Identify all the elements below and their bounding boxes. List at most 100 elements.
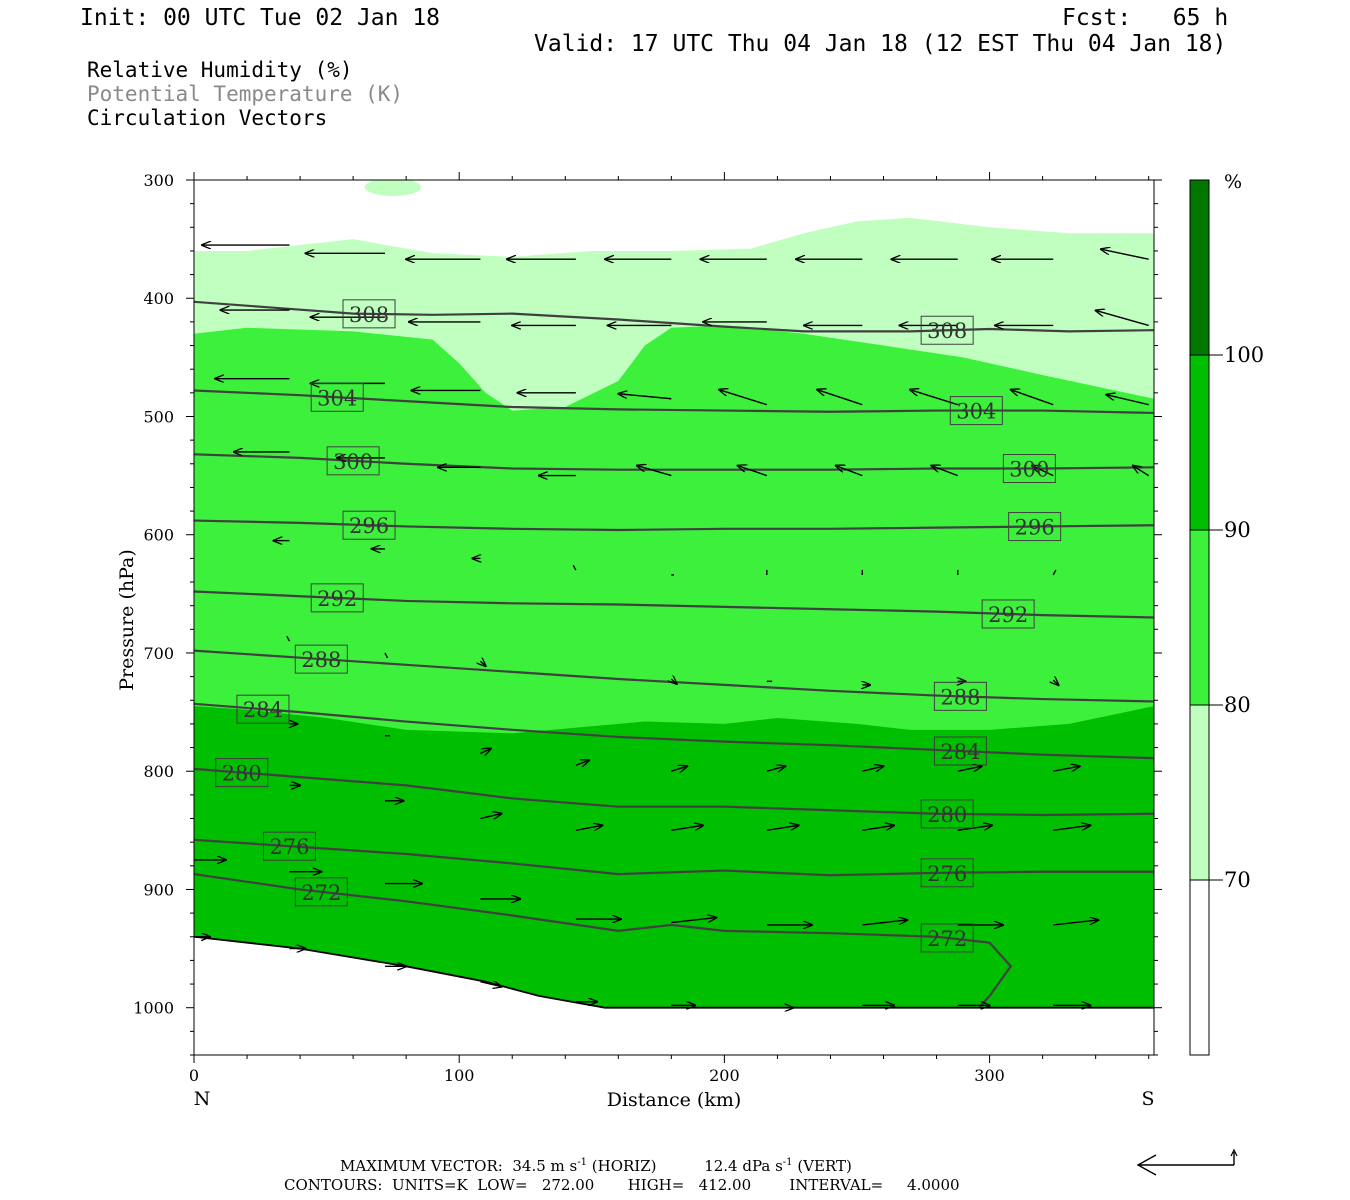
theta-contour-276 <box>194 838 1154 877</box>
circulation-vector <box>575 760 589 765</box>
circulation-vector <box>1106 395 1149 406</box>
circulation-vector <box>671 825 703 832</box>
x-axis-label: Distance (km) <box>607 1089 742 1111</box>
contour-label-292: 292 <box>988 603 1028 627</box>
contour-label-box <box>920 799 974 829</box>
forecast-hour: Fcst: 65 h <box>1062 5 1229 31</box>
x-tick-label: 200 <box>709 1066 740 1085</box>
contour-label-284: 284 <box>940 740 980 764</box>
circulation-vector <box>766 825 799 832</box>
contour-label-box <box>920 858 974 888</box>
max-vector-horiz-value: MAXIMUM VECTOR: 34.5 m s <box>340 1157 578 1175</box>
x-end-label-north: N <box>194 1088 211 1110</box>
theta-contour-292 <box>194 590 1154 619</box>
circulation-vector <box>637 466 672 477</box>
contour-label-box <box>326 446 380 476</box>
circulation-vector <box>957 766 982 771</box>
y-tick-label: 500 <box>143 407 174 426</box>
circulation-vector <box>1053 766 1080 772</box>
theta-contour-272 <box>194 872 1013 1009</box>
x-tick-label: 0 <box>189 1066 199 1085</box>
contour-label-300: 300 <box>1009 458 1049 482</box>
contour-label-272: 272 <box>301 881 341 905</box>
contour-label-300: 300 <box>333 450 373 474</box>
y-tick-label: 600 <box>143 526 174 545</box>
colorbar-segment <box>1189 179 1210 356</box>
contour-label-box <box>215 758 269 788</box>
contour-label-276: 276 <box>927 862 967 886</box>
rh-region-90 <box>194 706 1154 1008</box>
circulation-vector <box>572 564 577 571</box>
contour-label-280: 280 <box>927 803 967 827</box>
x-end-label-south: S <box>1141 1088 1154 1110</box>
theta-contour-280 <box>194 767 1154 817</box>
colorbar-segment <box>1189 354 1210 531</box>
y-axis-label: Pressure (hPa) <box>116 549 138 691</box>
circulation-vector <box>618 394 672 400</box>
circulation-vector <box>957 825 992 832</box>
reference-vector <box>1136 1148 1238 1176</box>
y-tick-label: 900 <box>143 880 174 899</box>
field-label-rh: Relative Humidity (%) <box>87 58 353 82</box>
circulation-vector <box>1053 920 1098 926</box>
contour-label-box <box>310 382 364 412</box>
plot-frame <box>193 179 1155 1056</box>
colorbar-segment <box>1189 704 1210 881</box>
circulation-vector <box>480 814 501 819</box>
circulation-vector <box>862 766 883 771</box>
y-tick-label: 300 <box>143 171 174 190</box>
circulation-vector <box>1032 466 1054 477</box>
y-tick-label: 400 <box>143 289 174 308</box>
colorbar-segment <box>1189 879 1210 1056</box>
contour-label-308: 308 <box>349 303 389 327</box>
colorbar-label: 100 <box>1224 343 1264 367</box>
contour-label-box <box>294 644 348 674</box>
contour-label-box <box>294 877 348 907</box>
max-vector-vert-value: 12.4 dPa s <box>704 1157 783 1175</box>
rh-patch-top <box>364 180 421 197</box>
theta-contour-304 <box>194 389 1154 415</box>
circulation-vector <box>671 918 716 924</box>
circulation-vector <box>1133 466 1150 477</box>
contour-label-box <box>310 583 364 613</box>
contour-label-304: 304 <box>317 386 357 410</box>
contour-label-296: 296 <box>349 514 389 538</box>
y-tick-label: 800 <box>143 762 174 781</box>
vert-label: (VERT) <box>797 1157 852 1175</box>
vert-unit-exponent: -1 <box>782 1157 793 1168</box>
contour-label-308: 308 <box>927 319 967 343</box>
x-tick-label: 100 <box>444 1066 475 1085</box>
y-tick-label: 1000 <box>133 999 174 1018</box>
circulation-vector <box>1101 249 1149 260</box>
circulation-vector <box>817 390 863 406</box>
circulation-vector <box>738 466 768 477</box>
ground-surface <box>194 935 1154 1009</box>
circulation-vector <box>1096 310 1149 327</box>
contour-label-280: 280 <box>222 762 262 786</box>
colorbar-segment <box>1189 529 1210 706</box>
circulation-vector <box>836 466 863 477</box>
circulation-vector <box>910 390 958 406</box>
circulation-vector <box>1011 390 1054 406</box>
contour-label-box <box>949 396 1003 426</box>
contour-label-292: 292 <box>317 587 357 611</box>
contour-label-box <box>342 299 396 329</box>
circulation-vector <box>1053 825 1090 832</box>
x-tick-label: 300 <box>974 1066 1005 1085</box>
contour-label-box <box>1002 454 1056 484</box>
contour-label-box <box>981 599 1035 629</box>
colorbar-label: 90 <box>1224 518 1251 542</box>
circulation-vector <box>286 635 291 642</box>
field-label-theta: Potential Temperature (K) <box>87 82 404 106</box>
contour-label-288: 288 <box>301 648 341 672</box>
circulation-vector <box>480 982 501 987</box>
init-time: Init: 00 UTC Tue 02 Jan 18 <box>80 5 441 31</box>
contour-label-272: 272 <box>927 927 967 951</box>
circulation-vector <box>931 466 959 477</box>
contour-label-box <box>933 736 987 766</box>
horiz-unit-exponent: -1 <box>577 1157 587 1168</box>
circulation-vector <box>671 679 676 684</box>
contour-label-304: 304 <box>956 400 996 424</box>
field-label-vectors: Circulation Vectors <box>87 106 328 130</box>
